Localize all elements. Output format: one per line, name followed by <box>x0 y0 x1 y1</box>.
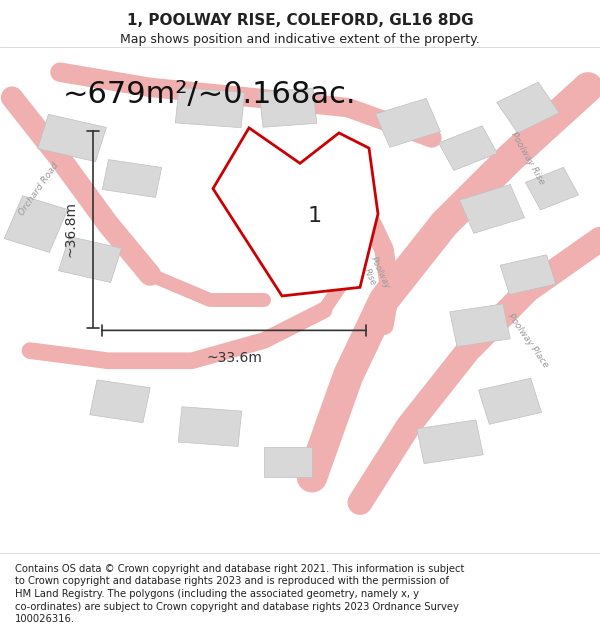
Text: 1, POOLWAY RISE, COLEFORD, GL16 8DG: 1, POOLWAY RISE, COLEFORD, GL16 8DG <box>127 13 473 28</box>
Polygon shape <box>90 380 150 423</box>
Text: Map shows position and indicative extent of the property.: Map shows position and indicative extent… <box>120 32 480 46</box>
Text: Contains OS data © Crown copyright and database right 2021. This information is : Contains OS data © Crown copyright and d… <box>15 564 464 574</box>
Text: 1: 1 <box>308 206 322 226</box>
Text: Poolway
Rise: Poolway Rise <box>359 255 391 294</box>
Polygon shape <box>417 420 483 464</box>
Polygon shape <box>292 209 332 239</box>
Text: Orchard Road: Orchard Road <box>17 161 61 217</box>
Polygon shape <box>264 447 312 478</box>
Polygon shape <box>526 168 578 210</box>
Polygon shape <box>213 128 378 296</box>
Text: ~33.6m: ~33.6m <box>206 351 262 364</box>
Text: HM Land Registry. The polygons (including the associated geometry, namely x, y: HM Land Registry. The polygons (includin… <box>15 589 419 599</box>
Polygon shape <box>500 255 556 294</box>
Text: co-ordinates) are subject to Crown copyright and database rights 2023 Ordnance S: co-ordinates) are subject to Crown copyr… <box>15 602 459 612</box>
Polygon shape <box>460 184 524 233</box>
Polygon shape <box>478 378 542 424</box>
Text: ~36.8m: ~36.8m <box>64 201 78 257</box>
Polygon shape <box>450 304 510 347</box>
Polygon shape <box>439 126 497 171</box>
Text: Poolway Place: Poolway Place <box>506 312 550 369</box>
Polygon shape <box>497 82 559 133</box>
Polygon shape <box>259 88 317 127</box>
Text: ~679m²/~0.168ac.: ~679m²/~0.168ac. <box>63 81 357 109</box>
Text: 100026316.: 100026316. <box>15 614 75 624</box>
Polygon shape <box>4 196 68 252</box>
Polygon shape <box>58 236 122 282</box>
Polygon shape <box>102 159 162 198</box>
Polygon shape <box>178 407 242 446</box>
Polygon shape <box>376 98 440 148</box>
Text: to Crown copyright and database rights 2023 and is reproduced with the permissio: to Crown copyright and database rights 2… <box>15 576 449 586</box>
Polygon shape <box>38 114 106 162</box>
Polygon shape <box>175 88 245 128</box>
Text: Poolway Rise: Poolway Rise <box>509 131 547 186</box>
